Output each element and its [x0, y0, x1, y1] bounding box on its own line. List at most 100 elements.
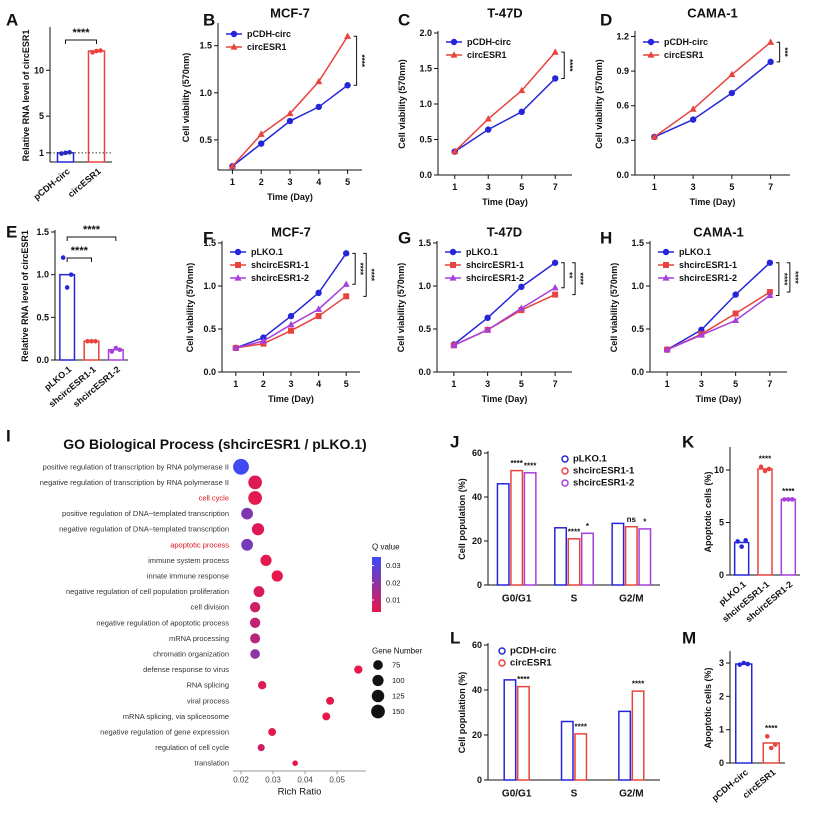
- y-tick-label: 0.0: [203, 367, 216, 377]
- marker: [228, 162, 236, 169]
- x-axis-label: Time (Day): [482, 197, 528, 207]
- size-legend-label: 150: [392, 707, 405, 716]
- x-tick-label: 1: [652, 182, 657, 192]
- y-axis-label: Cell viability (570nm): [609, 263, 619, 353]
- series-line: [453, 262, 556, 346]
- x-tick-label: 5: [344, 379, 349, 389]
- legend-label: shcircESR1-1: [573, 466, 635, 477]
- term-label: mRNA splicing, via spliceosome: [123, 712, 229, 721]
- marker: [286, 117, 294, 125]
- bar: [631, 690, 645, 781]
- y-axis-label: Apoptotic cells (%): [703, 471, 713, 552]
- marker: [315, 313, 322, 320]
- x-tick-label: 2: [261, 379, 266, 389]
- legend-marker: [498, 659, 506, 667]
- marker: [286, 109, 294, 117]
- bar: [510, 469, 524, 586]
- legend-label: pCDH-circ: [247, 29, 291, 39]
- data-point: [64, 285, 70, 290]
- significance-label: ****: [524, 461, 537, 470]
- marker: [551, 283, 559, 291]
- data-point: [109, 349, 115, 354]
- x-tick-label: pCDH-circ: [32, 166, 72, 202]
- y-axis-label: Cell viability (570nm): [181, 53, 191, 143]
- legend-marker: [498, 647, 506, 655]
- y-tick-label: 0.0: [616, 170, 629, 180]
- data-point: [89, 338, 94, 344]
- x-tick-label: 7: [767, 379, 772, 389]
- series-line: [454, 77, 556, 153]
- bar: [735, 663, 753, 764]
- significance-label: ns: [627, 515, 637, 524]
- marker: [230, 30, 238, 38]
- bar: [554, 527, 568, 586]
- significance-label: ****: [568, 527, 581, 536]
- data-point: [117, 347, 123, 353]
- y-tick-label: 1.0: [631, 281, 644, 291]
- marker: [287, 320, 295, 328]
- y-tick-label: 1.2: [616, 31, 629, 41]
- panel-label: H: [600, 229, 612, 248]
- marker: [732, 316, 740, 323]
- bar: [567, 538, 581, 586]
- x-tick-label: 3: [486, 182, 491, 192]
- legend-marker: [561, 467, 569, 475]
- y-tick-label: 1.5: [36, 227, 49, 237]
- legend-marker: [561, 455, 569, 463]
- term-label: positive regulation of DNA−templated tra…: [62, 509, 229, 518]
- significance-bracket: [561, 262, 565, 289]
- term-label: negative regulation of DNA−templated tra…: [59, 525, 229, 534]
- data-point: [745, 661, 751, 667]
- y-tick-label: 0.0: [418, 367, 431, 377]
- marker: [767, 38, 775, 45]
- significance-label: ****: [632, 680, 645, 689]
- legend-label: shcircESR1-2: [573, 478, 634, 489]
- significance-bracket: [65, 39, 97, 44]
- marker: [451, 147, 459, 155]
- bubble: [260, 554, 272, 567]
- marker: [662, 248, 670, 256]
- data-point: [735, 539, 740, 544]
- x-tick-label: 5: [519, 379, 524, 389]
- marker: [697, 331, 705, 338]
- y-tick-label: 0.5: [36, 312, 49, 322]
- series-line: [666, 294, 771, 351]
- panel-label: C: [398, 11, 410, 30]
- legend-label: pLKO.1: [573, 454, 607, 465]
- marker: [728, 70, 736, 78]
- data-point: [768, 745, 774, 751]
- colorbar-label: 0.01: [386, 595, 401, 604]
- data-point: [772, 742, 778, 747]
- x-tick-label: 1: [665, 379, 670, 389]
- y-tick-label: 40: [472, 685, 482, 695]
- marker: [484, 326, 492, 333]
- marker: [235, 262, 241, 268]
- marker: [450, 38, 458, 46]
- y-tick-label: 0.3: [616, 135, 629, 145]
- marker: [259, 337, 267, 344]
- colorbar-label: 0.02: [386, 578, 401, 587]
- marker: [662, 274, 670, 281]
- marker: [234, 248, 242, 256]
- data-point: [93, 338, 98, 344]
- y-axis-label: Apoptotic cells (%): [703, 667, 713, 748]
- x-tick-label: 1: [452, 182, 457, 192]
- marker: [663, 262, 669, 268]
- marker: [315, 77, 323, 85]
- x-tick-label: 5: [733, 379, 738, 389]
- y-tick-label: 5: [719, 518, 724, 528]
- x-tick-label: S: [571, 789, 578, 800]
- legend-label: pLKO.1: [251, 247, 283, 257]
- marker: [315, 305, 323, 312]
- term-label: viral process: [187, 696, 229, 705]
- term-label: positive regulation of transcription by …: [43, 462, 229, 471]
- x-axis-label: Time (Day): [267, 192, 313, 202]
- significance-bracket: [572, 262, 576, 296]
- panel-label: K: [682, 433, 695, 452]
- marker: [767, 58, 774, 66]
- bar: [523, 472, 537, 586]
- x-tick-label: S: [571, 594, 578, 605]
- term-label: cell cycle: [199, 494, 229, 503]
- marker: [257, 130, 265, 137]
- legend-label: shcircESR1-2: [679, 273, 737, 283]
